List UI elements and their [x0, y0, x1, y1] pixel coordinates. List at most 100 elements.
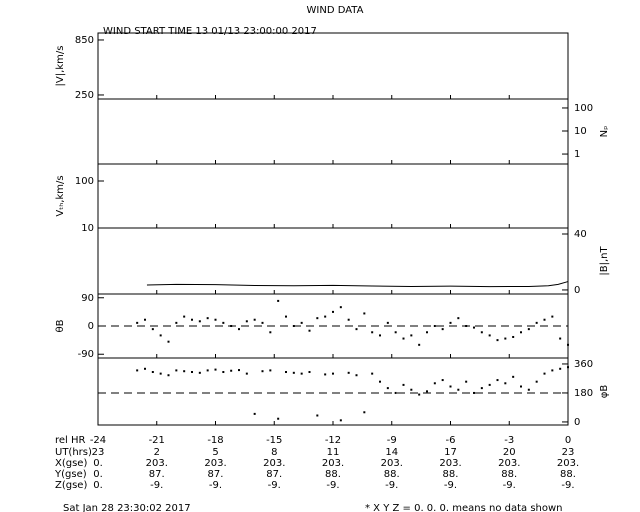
data-point	[567, 343, 569, 346]
panel-frame	[97, 163, 569, 229]
data-point	[394, 391, 397, 394]
data-point	[175, 321, 178, 324]
x-tick-label: -21	[149, 435, 165, 446]
x-tick-label: -24	[90, 435, 106, 446]
data-point	[300, 372, 303, 375]
data-point	[520, 331, 522, 334]
y-tick-label: 1	[574, 149, 580, 160]
data-point	[292, 325, 295, 327]
data-point	[198, 320, 201, 323]
data-point	[441, 379, 444, 382]
x-tick-label: -12	[325, 435, 341, 446]
data-point	[214, 318, 217, 321]
data-point	[527, 328, 530, 331]
data-point	[371, 331, 374, 334]
data-point	[159, 334, 162, 337]
data-point	[480, 387, 483, 390]
y-tick-label: 0	[88, 321, 94, 332]
data-point	[355, 374, 358, 377]
y-tick-label: 100	[75, 176, 94, 187]
data-point	[473, 326, 475, 329]
data-point	[324, 315, 327, 318]
row-value: 0.	[93, 480, 103, 491]
data-point	[183, 315, 186, 318]
row-value: -9.	[503, 480, 516, 491]
data-point	[191, 371, 193, 374]
row-value: 0.	[93, 469, 103, 480]
data-point	[167, 374, 170, 377]
panel-frame	[97, 32, 569, 100]
data-point	[527, 388, 530, 391]
data-point	[512, 335, 515, 338]
y-tick-label: 40	[574, 229, 587, 240]
footer-date: Sat Jan 28 23:30:02 2017	[63, 503, 191, 512]
row-value: 2	[154, 447, 160, 458]
data-point	[465, 380, 468, 383]
y-tick-label: 180	[574, 388, 593, 399]
data-point	[144, 318, 146, 321]
data-point	[175, 369, 178, 372]
data-point	[363, 411, 366, 414]
data-point	[504, 337, 507, 340]
row-value: 203.	[146, 458, 168, 469]
row-value: 88.	[384, 469, 400, 480]
y-tick-label: 250	[75, 90, 94, 101]
row-value: 87.	[266, 469, 282, 480]
row-value: 0.	[93, 458, 103, 469]
row-value: 203.	[439, 458, 461, 469]
data-point	[379, 334, 381, 337]
y-axis-label: θB	[55, 319, 66, 332]
data-point	[426, 390, 428, 393]
y-tick-label: -90	[78, 349, 94, 360]
data-point	[449, 321, 452, 324]
data-point	[238, 369, 240, 372]
row-value: 11	[327, 447, 340, 458]
data-point	[261, 321, 264, 324]
data-point	[402, 383, 405, 386]
data-point	[230, 325, 233, 327]
row-value: 88.	[501, 469, 517, 480]
data-point	[512, 375, 515, 378]
y-axis-label: |V|,km/s	[55, 46, 66, 87]
y-tick-label: 10	[574, 126, 587, 137]
panel-frame	[97, 357, 569, 426]
data-point	[559, 367, 562, 370]
data-point	[543, 372, 546, 375]
panel-frame	[97, 98, 569, 165]
data-point	[543, 318, 546, 321]
data-point	[347, 371, 350, 374]
data-point	[433, 325, 436, 327]
y-tick-label: 360	[574, 359, 593, 370]
data-point	[488, 334, 491, 337]
data-point	[253, 412, 256, 415]
footer-note: * X Y Z = 0. 0. 0. means no data shown	[365, 503, 563, 512]
x-tick-label: -6	[446, 435, 456, 446]
row-value: 88.	[443, 469, 459, 480]
row-value: 203.	[204, 458, 226, 469]
data-point	[261, 370, 264, 373]
data-point	[222, 371, 225, 374]
row-label: Z(gse)	[55, 480, 87, 491]
data-line	[146, 281, 569, 288]
row-value: -9.	[268, 480, 281, 491]
data-point	[324, 373, 327, 376]
row-value: 14	[385, 447, 398, 458]
data-point	[418, 393, 421, 396]
x-axis-label: rel HR	[55, 435, 86, 446]
row-value: 87.	[149, 469, 165, 480]
y-axis-label: Nₚ	[599, 126, 610, 138]
row-value: 23	[92, 447, 105, 458]
data-point	[559, 337, 562, 340]
data-point	[214, 368, 217, 371]
data-point	[449, 385, 452, 388]
x-tick-label: 0	[565, 435, 571, 446]
data-point	[551, 369, 554, 372]
data-point	[457, 317, 460, 320]
data-point	[339, 419, 342, 422]
data-point	[567, 366, 569, 369]
row-value: 20	[503, 447, 516, 458]
y-axis-label: Vₜₕ,km/s	[55, 175, 66, 216]
row-value: 87.	[208, 469, 224, 480]
row-label: X(gse)	[55, 458, 87, 469]
